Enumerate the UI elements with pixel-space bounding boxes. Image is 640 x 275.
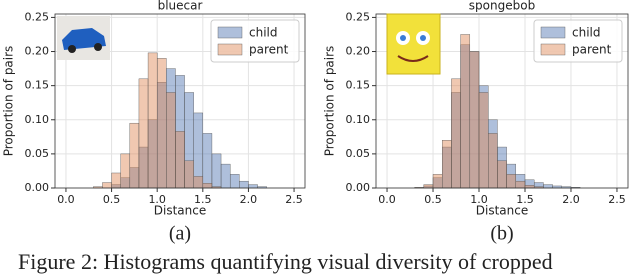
x-tick-label: 0.0 xyxy=(57,193,75,206)
x-tick-label: 0.5 xyxy=(103,193,121,206)
y-tick-label: 0.05 xyxy=(25,147,50,160)
x-tick-label: 1.5 xyxy=(516,193,534,206)
y-tick-label: 0.20 xyxy=(25,45,50,58)
histogram-bar xyxy=(166,92,176,189)
chart-title: bluecar xyxy=(158,0,203,13)
histogram-bar xyxy=(202,133,213,189)
chart-title: spongebob xyxy=(469,0,535,13)
histogram-bar xyxy=(515,180,526,189)
y-tick-label: 0.00 xyxy=(25,181,50,194)
histogram-bar xyxy=(120,153,131,189)
panel-label: (a) xyxy=(169,223,191,245)
legend-swatch xyxy=(540,43,566,56)
histogram-bar xyxy=(451,78,461,189)
x-tick-label: 1.0 xyxy=(148,193,166,206)
y-tick-label: 0.15 xyxy=(25,79,50,92)
histogram-bar xyxy=(147,52,158,189)
caption: Figure 2: Histograms quantifying visual … xyxy=(18,249,553,274)
histogram-bar xyxy=(497,160,507,189)
histogram-bar xyxy=(432,174,443,189)
histogram-bar xyxy=(220,163,231,189)
histogram-bar xyxy=(184,160,194,189)
panel-label: (b) xyxy=(490,223,513,245)
x-tick-label: 2.5 xyxy=(285,193,303,206)
histogram-bar xyxy=(138,78,149,189)
y-tick-label: 0.10 xyxy=(346,113,371,126)
legend-swatch xyxy=(540,26,566,39)
histogram-bar xyxy=(543,184,553,189)
y-tick-label: 0.25 xyxy=(25,10,50,23)
histogram-bar xyxy=(524,185,535,189)
bluecar-image xyxy=(57,16,110,60)
x-tick-label: 2.0 xyxy=(240,193,258,206)
histogram-bar xyxy=(442,140,452,189)
histogram-bar xyxy=(211,153,222,189)
histogram-bar xyxy=(175,131,185,189)
histogram-bar xyxy=(488,133,498,189)
histogram-bar xyxy=(102,182,112,189)
histogram-bar xyxy=(460,34,471,189)
axes-frame xyxy=(375,13,629,189)
x-tick-label: 1.5 xyxy=(194,193,212,206)
legend-box xyxy=(533,19,623,63)
spongebob-image xyxy=(386,13,441,75)
x-tick-label: 1.0 xyxy=(470,193,488,206)
y-tick-label: 0.25 xyxy=(346,10,371,23)
y-axis-label: Proportion of pairs xyxy=(2,46,16,157)
y-axis-label: Proportion of pairs xyxy=(323,46,337,157)
y-tick-label: 0.00 xyxy=(346,181,371,194)
y-tick-label: 0.05 xyxy=(346,147,371,160)
histogram-bar xyxy=(506,174,516,189)
histogram-bar xyxy=(478,92,489,189)
y-tick-label: 0.15 xyxy=(346,79,371,92)
histogram-bar xyxy=(202,183,213,189)
legend-swatch xyxy=(217,26,243,39)
histogram-bar xyxy=(423,184,434,189)
histogram-bar xyxy=(111,172,121,189)
histogram-bar xyxy=(248,184,258,189)
legend-swatch xyxy=(217,43,243,56)
legend-box xyxy=(210,19,300,63)
axes-frame xyxy=(54,13,306,189)
x-axis-label: Distance xyxy=(476,204,528,218)
legend-label: child xyxy=(572,26,601,40)
x-tick-label: 0.0 xyxy=(378,193,396,206)
histogram-bar xyxy=(469,51,480,189)
histogram-bar xyxy=(239,180,249,189)
x-tick-label: 0.5 xyxy=(424,193,442,206)
x-tick-label: 2.5 xyxy=(608,193,626,206)
legend-label: child xyxy=(249,26,278,40)
y-tick-label: 0.10 xyxy=(25,113,50,126)
x-axis-label: Distance xyxy=(154,204,206,218)
legend-label: parent xyxy=(572,43,612,57)
legend-label: parent xyxy=(249,43,289,57)
histogram-bar xyxy=(229,174,240,189)
x-tick-label: 2.0 xyxy=(562,193,580,206)
histogram-bar xyxy=(193,176,204,189)
histogram-bar xyxy=(129,122,140,189)
y-tick-label: 0.20 xyxy=(346,45,371,58)
histogram-bar xyxy=(156,58,167,189)
